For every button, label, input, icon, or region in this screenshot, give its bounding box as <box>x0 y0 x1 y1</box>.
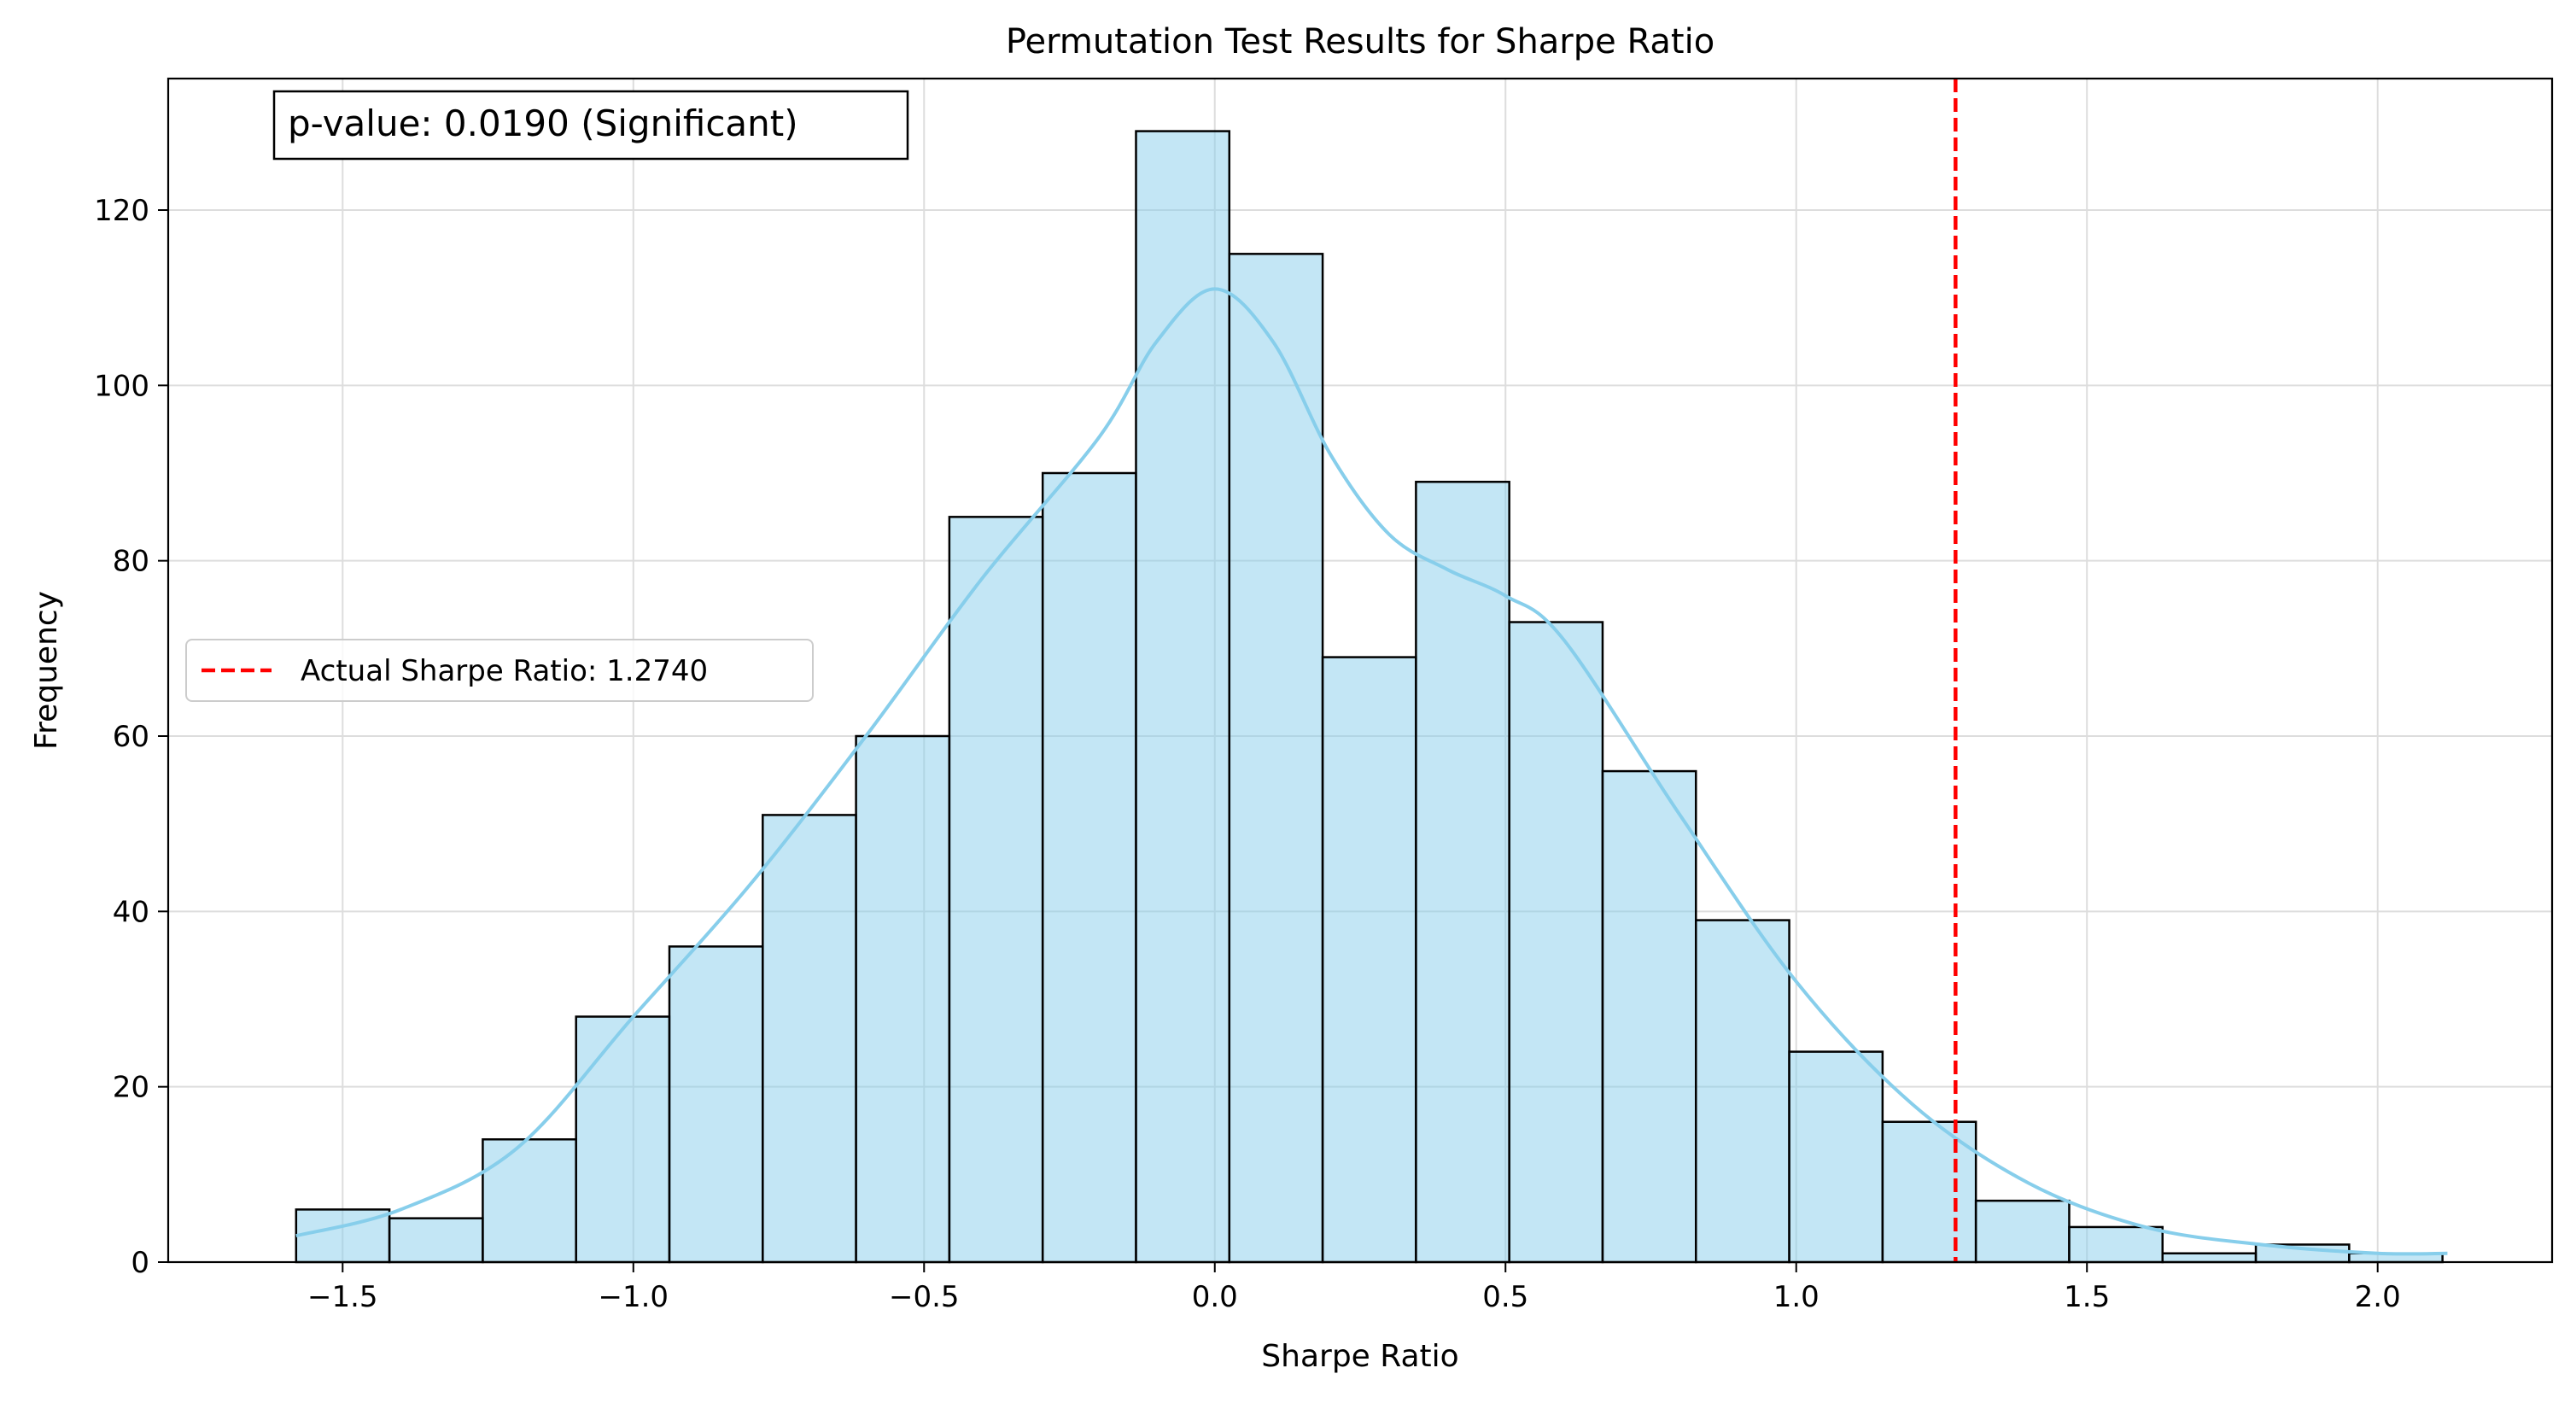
y-tick-label-1: 20 <box>113 1071 149 1105</box>
x-tick-label-2: −0.5 <box>889 1280 960 1314</box>
legend-label: Actual Sharpe Ratio: 1.2740 <box>301 654 708 688</box>
histogram-bar-10 <box>1228 253 1324 1264</box>
histogram-bar-12 <box>1415 481 1510 1264</box>
histogram-bar-1 <box>388 1217 484 1264</box>
y-tick-label-4: 80 <box>113 545 149 579</box>
x-tick-label-4: 0.5 <box>1482 1280 1528 1314</box>
y-axis-label: Frequency <box>29 591 64 750</box>
y-tick-label-6: 120 <box>94 194 149 228</box>
chart-title: Permutation Test Results for Sharpe Rati… <box>1006 22 1714 61</box>
x-axis-ticks: −1.5 −1.0 −0.5 0.0 0.5 1.0 1.5 2.0 <box>307 1262 2401 1314</box>
y-tick-label-0: 0 <box>131 1246 149 1280</box>
legend-frame <box>185 639 814 702</box>
kde-curve-layer <box>295 287 2448 1256</box>
x-tick-label-5: 1.0 <box>1773 1280 1820 1314</box>
y-axis-ticks: 0 20 40 60 80 100 120 <box>94 194 168 1280</box>
y-tick-label-5: 100 <box>94 369 149 403</box>
histogram-bar-8 <box>1041 471 1137 1264</box>
kde-curve <box>295 287 2448 1256</box>
annotation-box <box>272 90 909 161</box>
p-value-annotation: p-value: 0.0190 (Significant) <box>272 90 909 161</box>
histogram-bar-5 <box>762 814 857 1264</box>
legend: Actual Sharpe Ratio: 1.2740 <box>185 639 814 702</box>
x-axis-label: Sharpe Ratio <box>1261 1339 1458 1374</box>
histogram-bars <box>295 130 2444 1264</box>
y-tick-label-2: 40 <box>113 895 149 929</box>
histogram-bar-17 <box>1881 1120 1977 1264</box>
histogram-bar-15 <box>1695 919 1790 1264</box>
x-tick-label-0: −1.5 <box>307 1280 378 1314</box>
histogram-bar-20 <box>2161 1252 2258 1264</box>
x-tick-label-7: 2.0 <box>2355 1280 2401 1314</box>
histogram-bar-4 <box>668 945 764 1264</box>
x-tick-label-6: 1.5 <box>2064 1280 2110 1314</box>
x-tick-label-3: 0.0 <box>1192 1280 1238 1314</box>
histogram-bar-11 <box>1321 656 1417 1264</box>
histogram-bar-19 <box>2068 1225 2164 1264</box>
plot-frame <box>166 77 2554 1264</box>
histogram-bar-16 <box>1788 1050 1884 1264</box>
annotation-text: p-value: 0.0190 (Significant) <box>288 102 798 144</box>
histogram-bar-7 <box>948 516 1044 1264</box>
histogram-bar-14 <box>1601 769 1697 1264</box>
histogram-bar-13 <box>1508 621 1604 1264</box>
histogram-bar-2 <box>482 1138 577 1264</box>
y-tick-label-3: 60 <box>113 720 149 754</box>
histogram-bar-6 <box>855 734 951 1264</box>
histogram-bar-3 <box>575 1015 671 1264</box>
histogram-bar-9 <box>1135 130 1231 1264</box>
x-tick-label-1: −1.0 <box>598 1280 669 1314</box>
histogram-bar-18 <box>1974 1199 2071 1264</box>
